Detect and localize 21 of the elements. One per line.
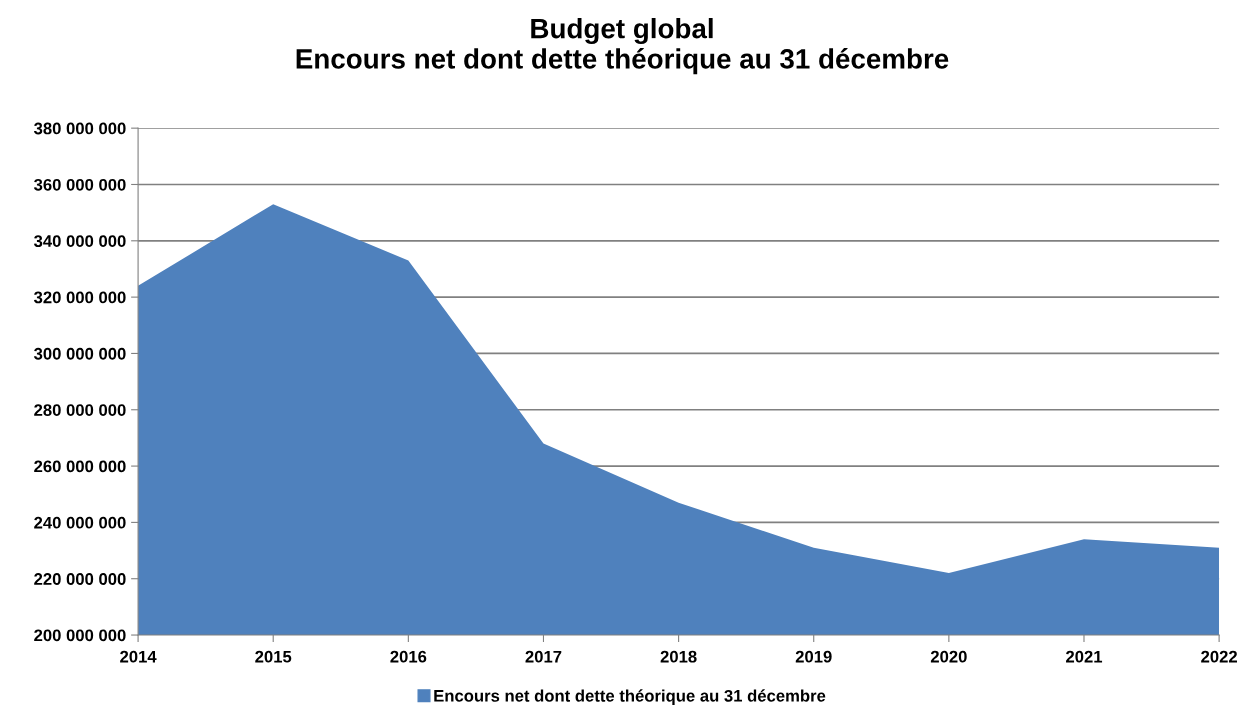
y-tick-label: 380 000 000 — [33, 122, 126, 135]
x-tick-label: 2021 — [1066, 650, 1103, 663]
x-tick-label: 2014 — [120, 650, 157, 663]
chart-title: Budget global Encours net dont dette théorique au 31 décembre — [296, 18, 949, 75]
x-tick-label: 2022 — [1201, 650, 1237, 663]
legend-label: Encours net dont dette théorique au 31 décembre — [434, 689, 826, 705]
x-tick-label: 2016 — [390, 650, 427, 663]
y-tick-label: 360 000 000 — [33, 178, 126, 191]
x-tick-label: 2019 — [795, 650, 832, 663]
y-tick-label: 280 000 000 — [34, 404, 126, 416]
y-tick-label: 260 000 000 — [34, 460, 126, 473]
x-tick-label: 2017 — [525, 650, 562, 663]
y-tick-label: 200 000 000 — [34, 629, 126, 642]
y-tick-label: 240 000 000 — [34, 516, 126, 529]
x-tick-label: 2020 — [930, 650, 967, 663]
y-tick-label: 220 000 000 — [34, 573, 126, 585]
x-tick-label: 2015 — [255, 650, 292, 663]
y-tick-label: 320 000 000 — [33, 291, 126, 304]
x-tick-label: 2018 — [660, 650, 697, 663]
y-tick-label: 300 000 000 — [33, 347, 126, 360]
y-tick-label: 340 000 000 — [33, 235, 126, 248]
